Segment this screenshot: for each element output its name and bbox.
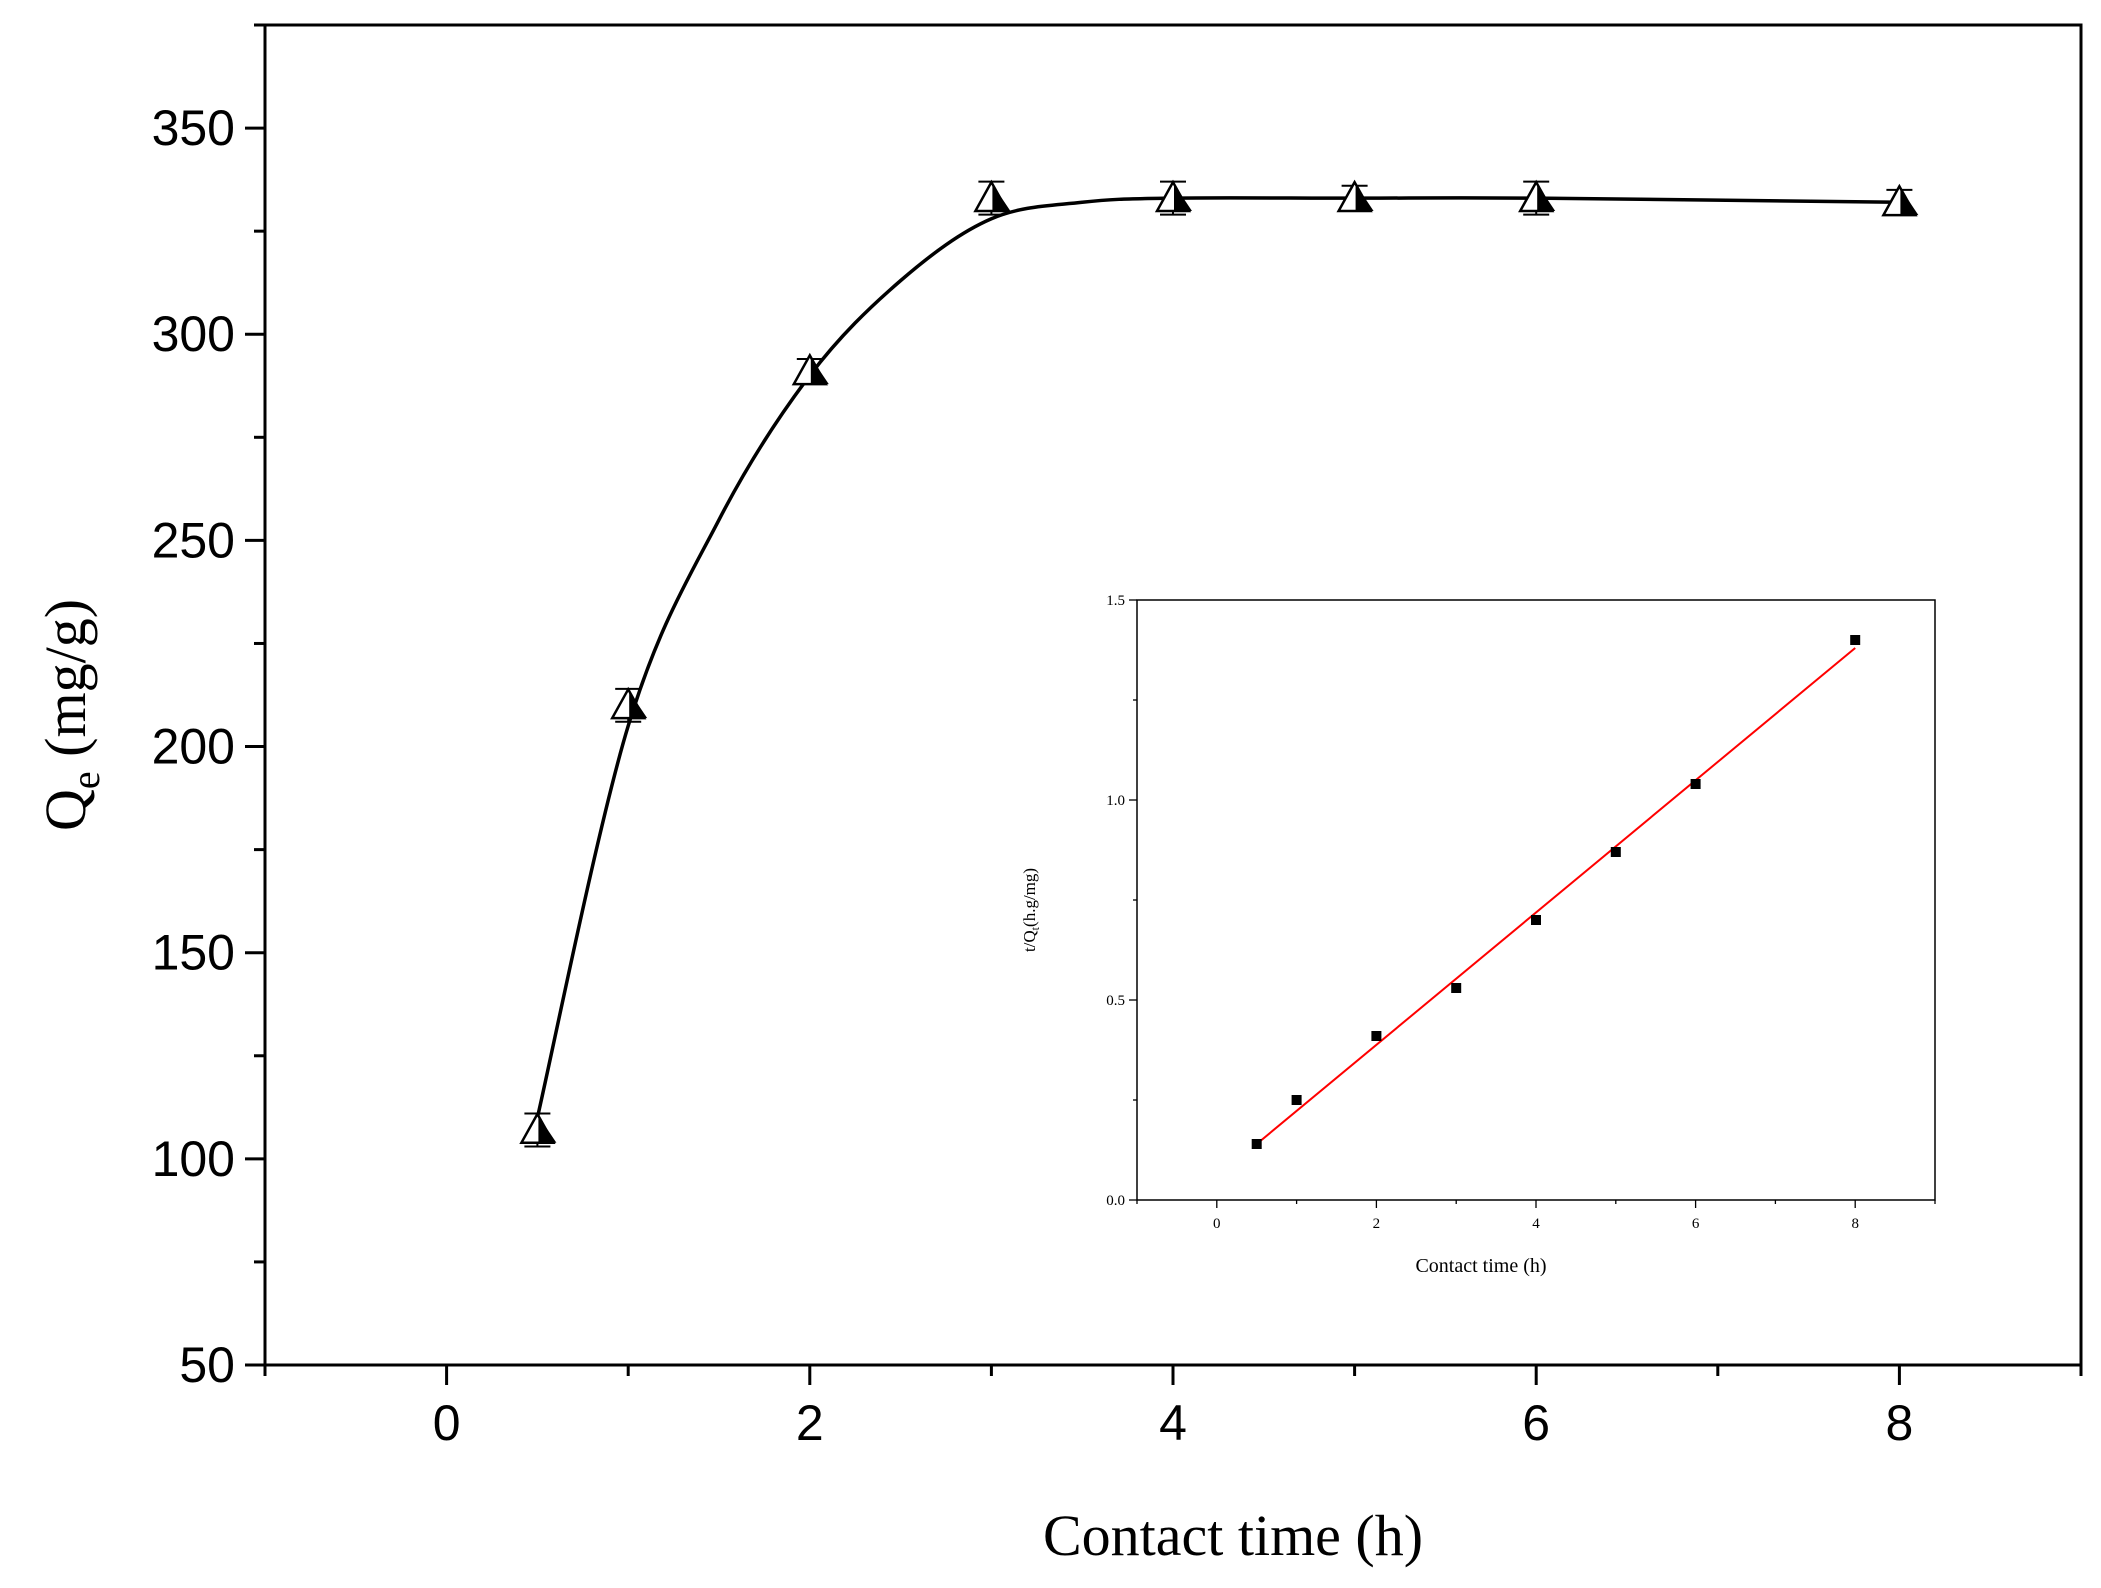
main-x-axis-label: Contact time (h) — [1043, 1503, 1423, 1568]
inset-y-tick-label: 1.5 — [1106, 593, 1125, 609]
inset-y-axis-label: t/Qt(h.g/mg) — [1020, 868, 1042, 952]
inset-x-axis-label: Contact time (h) — [1415, 1255, 1546, 1277]
main-y-tick-label: 100 — [152, 1131, 235, 1187]
inset-data-point — [1531, 915, 1541, 925]
inset-data-point — [1291, 1095, 1302, 1105]
main-x-tick-label: 4 — [1159, 1395, 1187, 1451]
inset-data-point — [1690, 779, 1701, 789]
inset-chart: 0 2 4 6 8 0.0 0.5 1.0 1.5 Contact time (h) t/Qt… — [1020, 593, 1936, 1277]
main-x-tick-labels: 0 2 4 6 8 — [433, 1395, 1914, 1451]
inset-y-axis-label-sub: t — [1028, 926, 1042, 930]
inset-data-point — [1251, 1139, 1262, 1149]
main-error-bars — [524, 180, 1913, 1148]
main-y-axis-label-sub: e — [63, 771, 108, 789]
main-data-point-fill — [1900, 188, 1919, 216]
inset-y-axis-label-unit: (h.g/mg) — [1020, 868, 1039, 927]
inset-x-tick-label: 6 — [1692, 1216, 1700, 1232]
main-data-point-fill — [992, 184, 1011, 211]
inset-y-tick-label: 1.0 — [1106, 793, 1125, 809]
main-data-point-fill — [1174, 184, 1192, 211]
main-data-point-fill — [1537, 184, 1556, 211]
main-plot-frame — [263, 23, 2083, 1367]
main-x-tick-label: 8 — [1885, 1395, 1913, 1451]
inset-y-tick-label: 0.0 — [1106, 1193, 1125, 1209]
main-y-axis-label-base: Q — [33, 789, 98, 831]
main-data-point-fill — [810, 357, 829, 385]
inset-x-tick-label: 2 — [1373, 1216, 1381, 1232]
inset-fit-line — [1256, 647, 1856, 1145]
main-data-point-fill — [629, 691, 648, 719]
inset-data-point — [1371, 1031, 1382, 1041]
inset-axis-ticks — [1129, 599, 1936, 1208]
main-x-tick-label: 6 — [1522, 1395, 1550, 1451]
inset-data-points — [1251, 635, 1861, 1149]
inset-data-point — [1610, 847, 1621, 857]
inset-y-tick-labels: 0.0 0.5 1.0 1.5 — [1106, 593, 1125, 1209]
main-y-tick-label: 150 — [152, 925, 235, 981]
inset-data-point — [1850, 635, 1861, 645]
inset-plot-frame — [1136, 599, 1936, 1201]
inset-x-tick-labels: 0 2 4 6 8 — [1213, 1216, 1859, 1232]
main-y-tick-labels: 50 100 150 200 250 300 350 — [152, 100, 235, 1393]
main-y-tick-label: 250 — [152, 512, 235, 568]
main-chart: 0 2 4 6 8 50 100 150 200 250 300 350 Contact time … — [33, 23, 2083, 1568]
main-fit-curve — [535, 196, 1900, 1119]
main-y-tick-label: 350 — [152, 100, 235, 156]
inset-y-axis-label-base: t/Q — [1020, 930, 1039, 952]
inset-x-tick-label: 0 — [1213, 1216, 1221, 1232]
main-y-axis-label-unit: (mg/g) — [33, 599, 98, 771]
main-data-point-fill — [1355, 184, 1374, 211]
main-x-tick-label: 0 — [433, 1395, 461, 1451]
main-data-points — [519, 179, 1919, 1145]
main-x-tick-label: 2 — [796, 1395, 824, 1451]
main-y-tick-label: 50 — [179, 1337, 235, 1393]
inset-y-tick-label: 0.5 — [1106, 993, 1125, 1009]
inset-x-tick-label: 4 — [1532, 1216, 1540, 1232]
main-y-tick-label: 200 — [152, 719, 235, 775]
main-y-axis-label: Qe (mg/g) — [33, 599, 108, 831]
main-data-point-fill — [538, 1115, 557, 1143]
inset-x-tick-label: 8 — [1851, 1216, 1859, 1232]
main-axis-ticks — [245, 23, 2083, 1385]
main-y-tick-label: 300 — [152, 306, 235, 362]
inset-data-point — [1451, 983, 1462, 993]
